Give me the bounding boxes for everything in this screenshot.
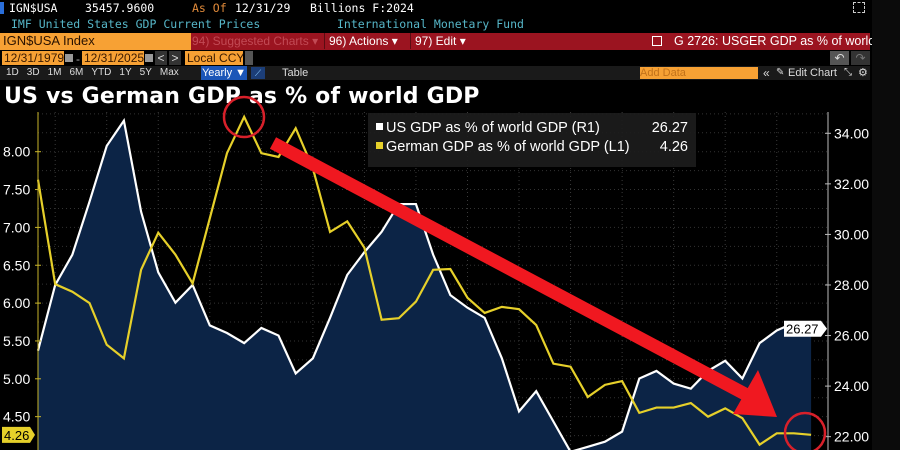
annotation-circle-latest	[783, 411, 827, 450]
period-button-1y[interactable]: 1Y	[119, 67, 132, 78]
right-axis-tick-label: 34.00	[834, 125, 869, 141]
legend-value-germany: 4.26	[659, 139, 688, 155]
legend-swatch-germany	[376, 142, 383, 149]
right-axis-tick-label: 30.00	[834, 226, 869, 242]
redo-icon[interactable]: ↷	[851, 51, 870, 65]
add-data-input[interactable]: Add Data	[640, 67, 758, 79]
right-axis-tick-label: 28.00	[834, 277, 869, 293]
annotation-arrow-head	[733, 370, 777, 417]
right-axis-tick-label: 24.00	[834, 378, 869, 394]
right-axis-tick-label: 26.00	[834, 328, 869, 344]
period-button-max[interactable]: Max	[159, 67, 179, 78]
date-dash: -	[76, 52, 80, 66]
pencil-icon: ✎	[776, 67, 785, 78]
actions-button[interactable]: 96) Actions ▾	[324, 33, 398, 49]
next-button[interactable]: >	[169, 51, 181, 65]
german-series-line	[36, 114, 812, 447]
suggested-charts-button[interactable]: 94) Suggested Charts ▾	[192, 34, 319, 48]
left-axis-tick-label: 6.50	[3, 257, 30, 273]
edit-chart-button[interactable]: Edit Chart	[788, 67, 837, 79]
right-last-value-tag	[784, 320, 827, 337]
right-axis-tick-label: 22.00	[834, 429, 869, 445]
annotation-arrow-shaft	[269, 137, 749, 400]
annotate-icon[interactable]: ⤡	[844, 67, 852, 78]
ticker: IGN$USA	[9, 1, 58, 15]
popout-icon[interactable]	[853, 2, 865, 13]
period-buttons: 1D 3D 1M 6M YTD 1Y 5Y Max	[2, 66, 183, 80]
left-axis-tick-label: 7.00	[3, 219, 30, 235]
frequency-select[interactable]: Yearly ▼	[201, 66, 247, 80]
end-date-field[interactable]: 12/31/2025	[82, 51, 145, 65]
left-axis-tick-label: 4.50	[3, 409, 30, 425]
legend: US GDP as % of world GDP (R1) 26.27 Germ…	[368, 113, 696, 167]
table-button[interactable]: Table	[282, 67, 309, 79]
period-button-ytd[interactable]: YTD	[91, 67, 112, 78]
left-axis-tick-label: 7.50	[3, 182, 30, 198]
cursor-block	[0, 2, 4, 14]
command-bar: IGN$USA Index 94) Suggested Charts ▾ 96)…	[0, 33, 875, 50]
legend-label-germany: German GDP as % of world GDP (L1)	[386, 139, 630, 155]
prev-button[interactable]: <	[155, 51, 167, 65]
units: Billions F:2024	[310, 1, 414, 15]
last-value: 35457.9600	[85, 1, 155, 15]
line-chart-icon[interactable]: ⟋	[251, 67, 265, 79]
left-axis-tick-label: 5.00	[3, 371, 30, 387]
axes: 8.00 7.50 7.00 6.50 6.00 5.50 5.00 4.50 34.00 32.…	[2, 112, 869, 450]
date-bar: 12/31/1979 - 12/31/2025 < > Local CCY ↶ …	[0, 51, 870, 66]
period-button-1m[interactable]: 1M	[47, 67, 62, 78]
security-field[interactable]: IGN$USA Index	[0, 33, 191, 50]
legend-item-us: US GDP as % of world GDP (R1) 26.27	[376, 119, 696, 138]
chart-name: G 2726: USGER GDP as % of world	[674, 34, 876, 48]
collapse-button[interactable]: «	[763, 66, 770, 80]
description-row: IMF United States GDP Current Prices Int…	[0, 16, 900, 32]
right-axis-tick-label: 32.00	[834, 176, 869, 192]
legend-label-us: US GDP as % of world GDP (R1)	[386, 120, 600, 136]
annotations	[222, 95, 827, 450]
undo-icon[interactable]: ↶	[830, 51, 849, 65]
legend-item-germany: German GDP as % of world GDP (L1) 4.26	[376, 138, 696, 157]
as-of-date: 12/31/29	[235, 1, 291, 15]
launch-icon[interactable]	[652, 36, 662, 46]
currency-select[interactable]: Local CCY	[185, 51, 243, 65]
period-button-6m[interactable]: 6M	[69, 67, 84, 78]
left-axis-tick-label: 6.00	[3, 295, 30, 311]
period-button-1d[interactable]: 1D	[6, 67, 19, 78]
right-last-value-label: 26.27	[786, 322, 819, 337]
calendar-icon[interactable]	[145, 54, 153, 62]
description: IMF United States GDP Current Prices	[11, 17, 261, 31]
legend-value-us: 26.27	[651, 120, 688, 136]
calendar-icon[interactable]	[65, 54, 73, 62]
period-button-3d[interactable]: 3D	[26, 67, 40, 78]
left-axis-tick-label: 5.50	[3, 333, 30, 349]
source: International Monetary Fund	[337, 17, 524, 31]
period-bar: 1D 3D 1M 6M YTD 1Y 5Y Max Yearly ▼ ⟋ Table Add …	[0, 66, 870, 80]
left-last-value-label: 4.26	[4, 428, 29, 443]
gear-icon[interactable]: ⚙	[858, 67, 868, 79]
start-date-field[interactable]: 12/31/1979	[2, 51, 65, 65]
as-of-label: As Of	[192, 1, 227, 15]
period-button-5y[interactable]: 5Y	[139, 67, 152, 78]
annotation-circle-peak	[222, 95, 266, 139]
right-side-panel	[872, 0, 900, 450]
chevron-down-icon[interactable]	[245, 51, 253, 65]
left-axis-tick-label: 8.00	[3, 144, 30, 160]
legend-swatch-us	[376, 123, 383, 130]
edit-button[interactable]: 97) Edit ▾	[410, 33, 466, 49]
left-last-value-tag	[2, 426, 35, 443]
